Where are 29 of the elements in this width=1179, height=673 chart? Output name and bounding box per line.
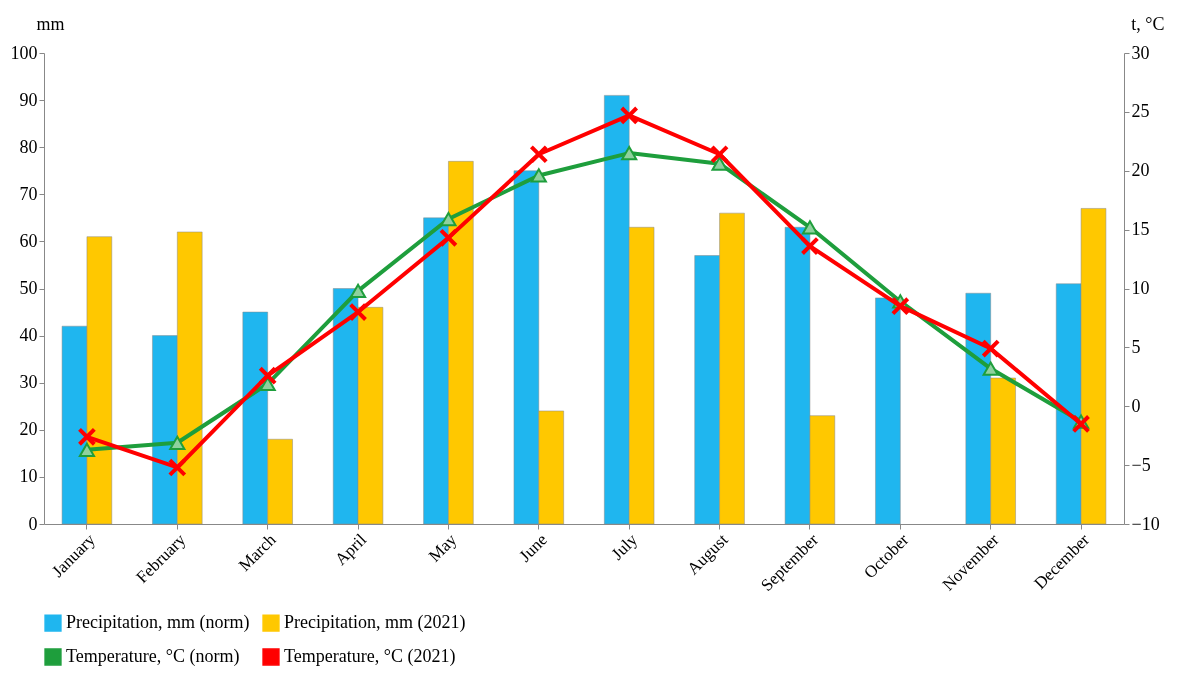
y2-axis-title: t, °C	[1131, 13, 1165, 34]
y-tick-label: 30	[19, 372, 38, 393]
y2-tick-label: 5	[1131, 336, 1141, 357]
x-tick-label: May	[424, 529, 461, 566]
y2-tick-label: −5	[1131, 454, 1151, 475]
y-tick-label: 100	[10, 42, 38, 63]
y-tick-label: 20	[19, 419, 38, 440]
x-tick-label: July	[607, 529, 642, 564]
legend-label: Temperature, °C (2021)	[284, 646, 456, 667]
y-tick-label: 80	[19, 136, 38, 157]
legend-label: Precipitation, mm (norm)	[66, 612, 250, 634]
y2-tick-label: 0	[1131, 395, 1141, 416]
y-tick-label: 90	[19, 89, 38, 110]
y2-tick-label: 30	[1131, 42, 1150, 63]
y-tick-label: 0	[28, 513, 38, 534]
y2-tick-label: 10	[1131, 278, 1150, 298]
x-tick-label: June	[515, 530, 551, 566]
legend-label: Precipitation, mm (2021)	[284, 612, 466, 634]
y-axis-title: mm	[36, 13, 65, 34]
y-tick-label: 50	[19, 278, 38, 298]
y-tick-label: 40	[19, 325, 38, 346]
y2-tick-label: 15	[1131, 219, 1150, 240]
y2-tick-label: −10	[1131, 513, 1160, 534]
y2-tick-label: 20	[1131, 160, 1150, 181]
legend-label: Temperature, °C (norm)	[66, 646, 240, 667]
y-tick-label: 60	[19, 230, 38, 251]
y-tick-label: 70	[19, 183, 38, 204]
y-tick-label: 10	[19, 466, 38, 487]
y2-tick-label: 25	[1131, 101, 1150, 122]
